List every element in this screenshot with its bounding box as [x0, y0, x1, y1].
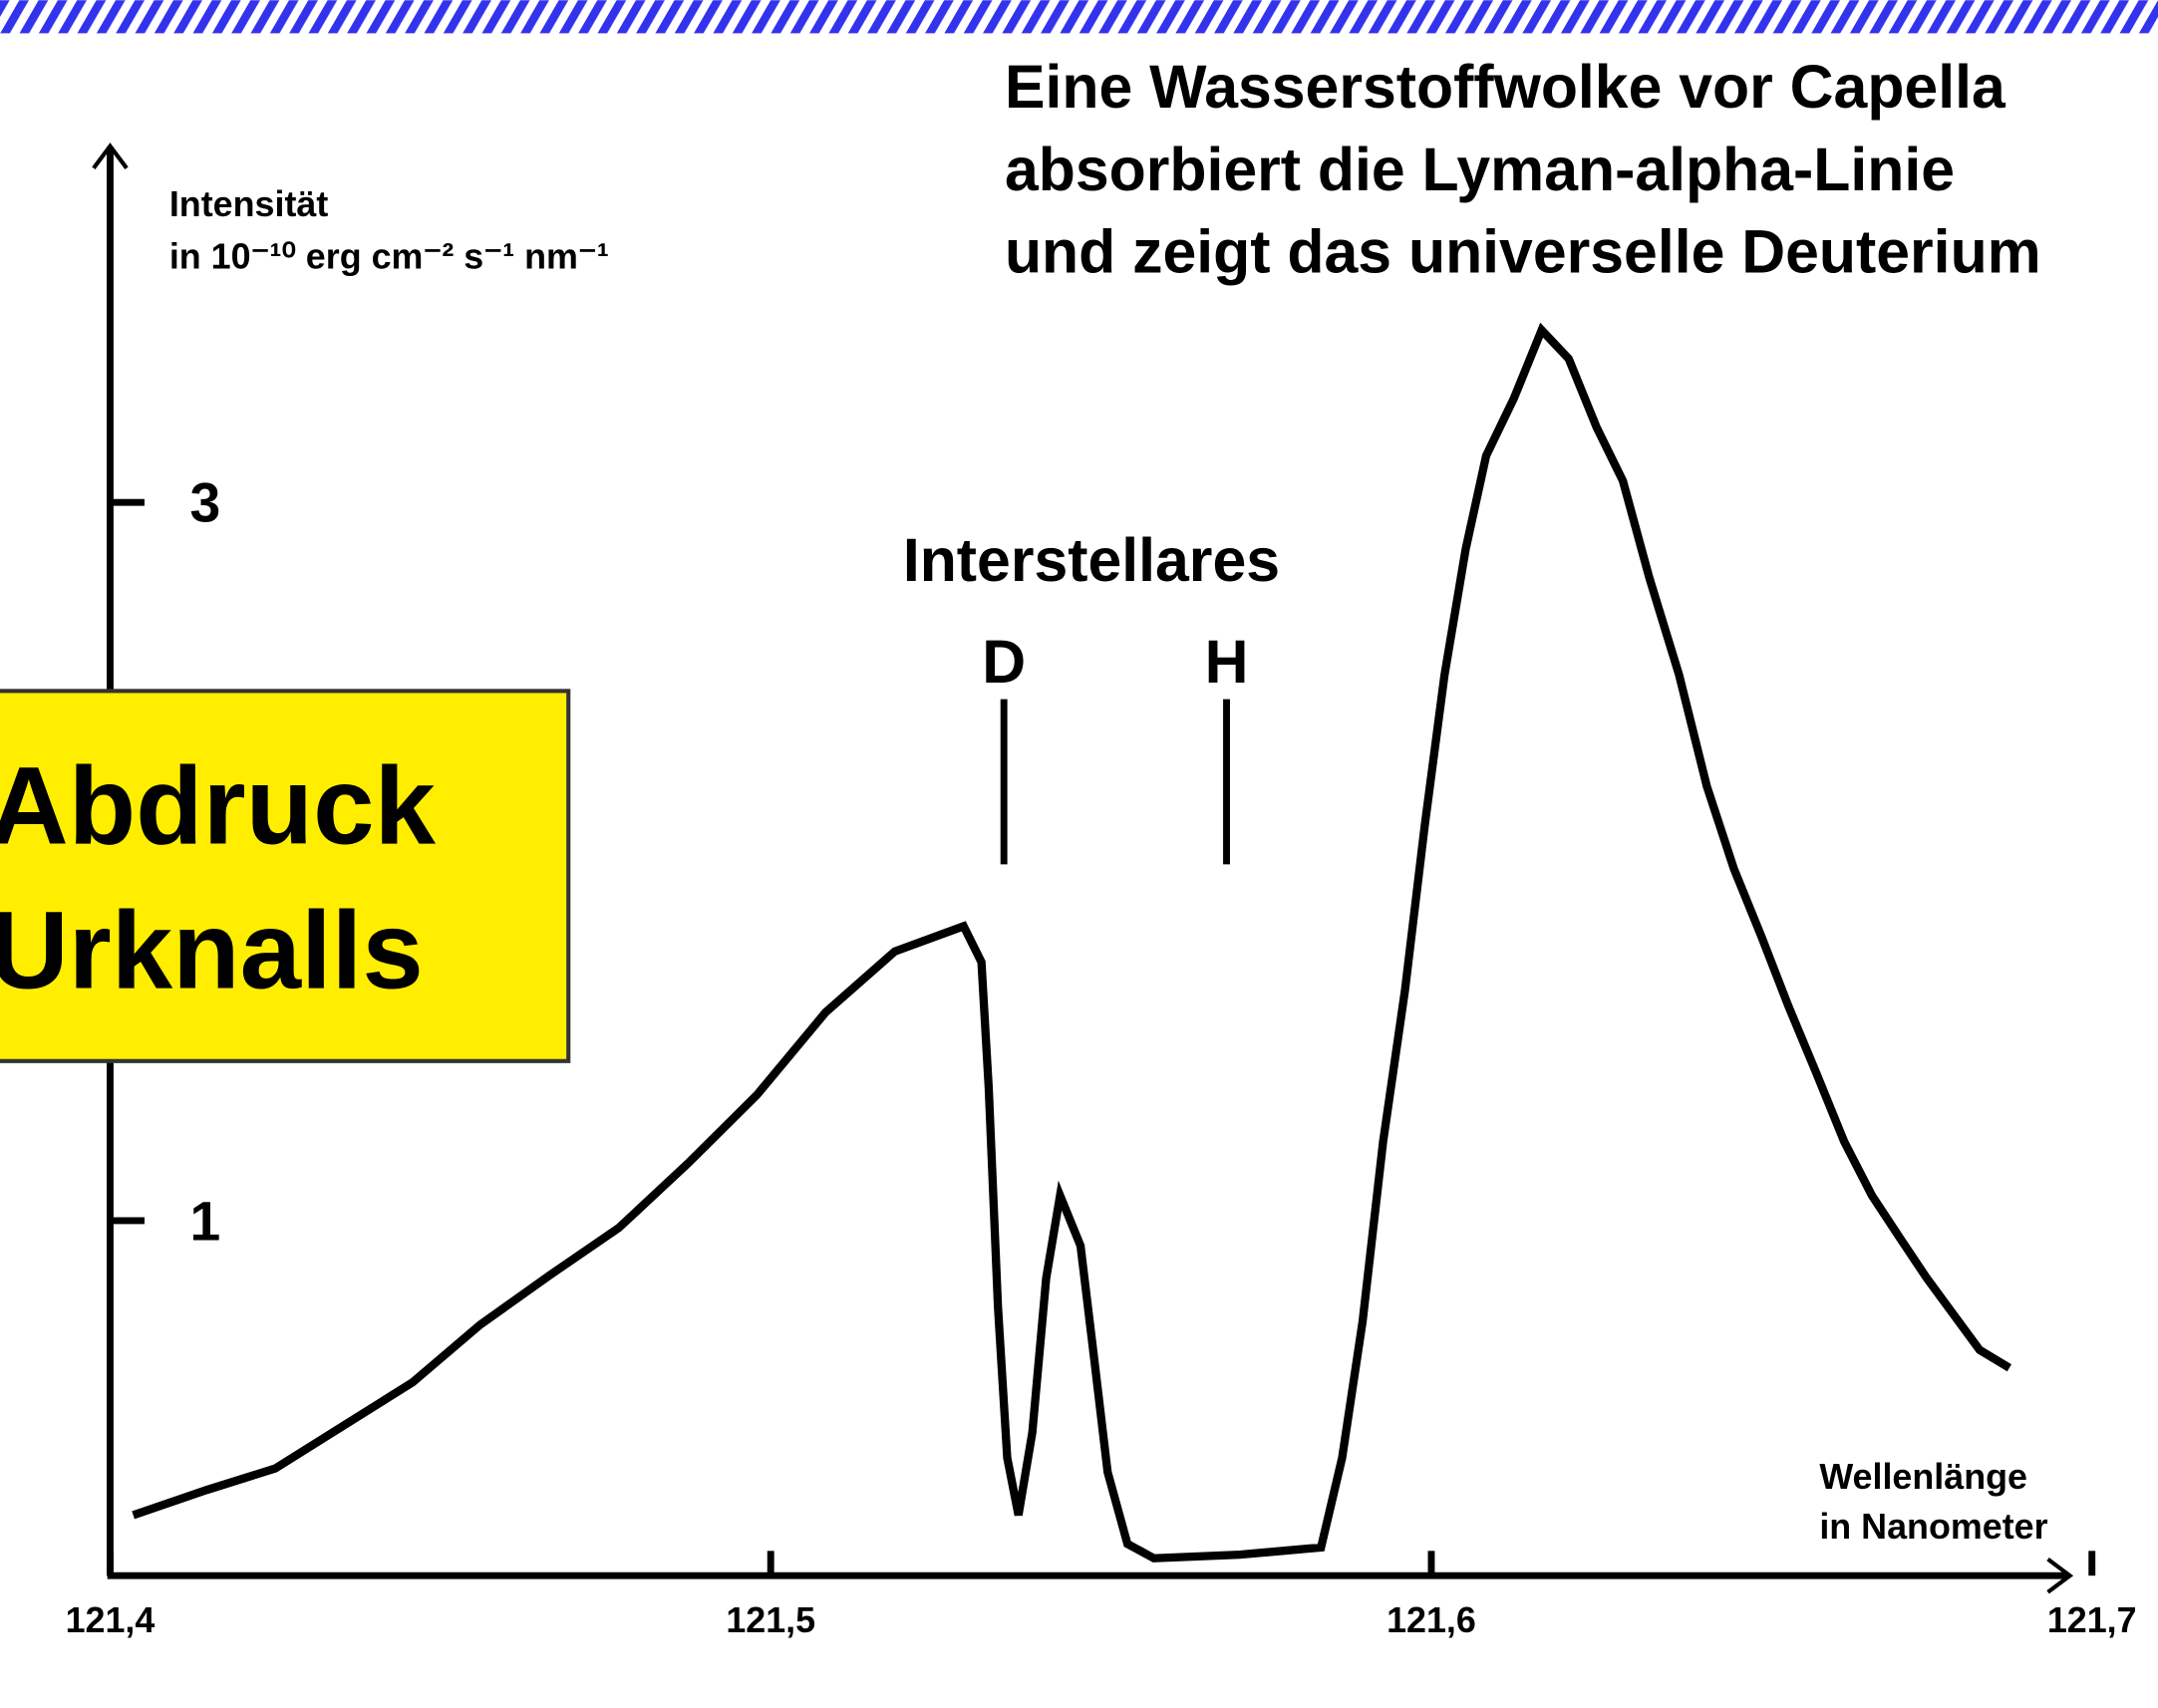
annotation-label: D [982, 628, 1026, 696]
y-axis-arrow [92, 142, 129, 169]
x-tick-label: 121,7 [2047, 1600, 2137, 1640]
title-line: Eine Wasserstoffwolke vor Capella [1005, 53, 2006, 121]
y-axis-label: in 10⁻¹⁰ erg cm⁻² s⁻¹ nm⁻¹ [169, 236, 609, 276]
x-axis-arrow [2046, 1557, 2074, 1594]
plot: 1 3 121,4 121,5 121,6 121,7 D H [66, 322, 2137, 1640]
x-tick-label: 121,4 [66, 1600, 155, 1640]
stripe-border [0, 0, 2158, 34]
spectrum-line [132, 322, 2012, 1563]
title-line: absorbiert die Lyman-alpha-Linie [1005, 136, 1955, 203]
x-axis-label: in Nanometer [1819, 1507, 2047, 1547]
annotation-title: Interstellares [903, 526, 1280, 594]
x-tick-label: 121,6 [1387, 1600, 1476, 1640]
highlight-box [0, 689, 571, 1063]
y-axis-label: Intensität [169, 184, 329, 224]
box-text: Urknalls [0, 890, 424, 1012]
y-tick-label: 1 [190, 1190, 221, 1252]
title-line: und zeigt das universelle Deuterium [1005, 218, 2041, 286]
box-text: Abdruck [0, 745, 436, 868]
annotation-label: H [1205, 628, 1249, 696]
y-tick-label: 3 [190, 472, 221, 534]
x-axis-label: Wellenlänge [1819, 1457, 2027, 1497]
x-tick-label: 121,5 [726, 1600, 815, 1640]
